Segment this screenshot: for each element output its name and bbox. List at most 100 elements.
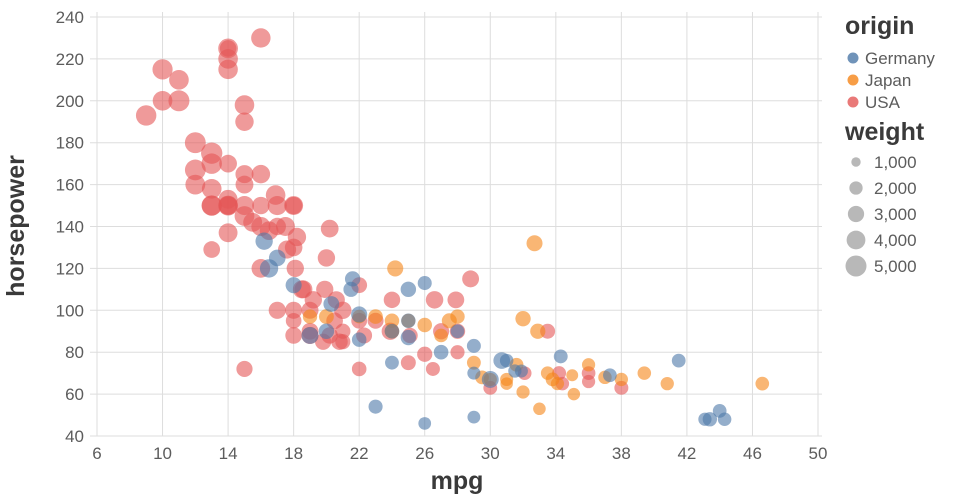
data-point-japan — [516, 385, 530, 399]
legend-weight-item: 3,000 — [847, 205, 917, 224]
data-point-usa — [383, 291, 401, 309]
data-point-germany — [467, 410, 481, 424]
data-point-usa — [317, 249, 336, 267]
data-point-usa — [268, 301, 286, 319]
data-point-germany — [514, 364, 528, 378]
data-point-germany — [400, 329, 417, 346]
data-point-usa — [425, 291, 444, 309]
data-point-japan — [530, 323, 546, 339]
data-point-usa — [169, 70, 189, 90]
legend-weight-label: 5,000 — [874, 257, 917, 276]
data-point-germany — [493, 352, 511, 369]
data-point-usa — [400, 355, 416, 371]
data-point-japan — [540, 366, 555, 380]
y-tick-label: 100 — [56, 301, 84, 320]
legend-color-swatch — [847, 74, 859, 86]
x-tick-label: 18 — [284, 444, 303, 463]
data-point-usa — [265, 185, 286, 205]
data-point-usa — [304, 291, 322, 309]
legend-color-swatch — [847, 52, 859, 64]
legend-size-swatch — [851, 157, 861, 167]
data-point-germany — [351, 332, 367, 347]
y-axis-title: horsepower — [2, 155, 30, 297]
x-tick-label: 6 — [92, 444, 101, 463]
legend-origin-item-japan: Japan — [847, 71, 911, 90]
data-point-germany — [467, 366, 481, 380]
legend-color-swatch — [847, 96, 859, 108]
data-point-usa — [235, 175, 254, 194]
data-point-usa — [201, 195, 222, 216]
data-point-japan — [387, 260, 404, 277]
data-point-germany — [603, 368, 617, 383]
legend-size-swatch — [846, 230, 866, 250]
data-point-japan — [515, 311, 531, 327]
data-point-germany — [671, 353, 686, 368]
y-tick-label: 160 — [56, 176, 84, 195]
data-point-japan — [660, 376, 674, 391]
data-point-japan — [417, 317, 432, 333]
data-point-usa — [287, 227, 307, 247]
legend-weight-item: 1,000 — [851, 153, 917, 172]
x-tick-label: 50 — [809, 444, 828, 463]
data-point-usa — [320, 219, 339, 238]
legend-weight-label: 1,000 — [874, 153, 917, 172]
data-point-usa — [351, 361, 367, 377]
data-point-usa — [168, 90, 190, 112]
data-point-japan — [614, 372, 628, 387]
data-point-japan — [755, 376, 770, 391]
legend-origin-label: Japan — [865, 71, 911, 90]
data-point-germany — [255, 232, 273, 250]
data-point-germany — [351, 306, 368, 323]
data-point-japan — [581, 358, 596, 372]
data-point-germany — [385, 355, 399, 370]
legend-weight-item: 2,000 — [849, 179, 917, 198]
data-point-japan — [368, 309, 383, 324]
data-point-japan — [302, 309, 318, 324]
data-point-germany — [417, 276, 432, 291]
data-point-germany — [318, 323, 335, 339]
legend-weight-title: weight — [844, 118, 925, 146]
points-layer — [135, 28, 770, 430]
data-point-germany — [323, 296, 340, 312]
data-point-usa — [285, 327, 302, 344]
legend: origin Germany Japan USA weight 1,000 2,000… — [844, 12, 935, 277]
data-point-usa — [417, 346, 433, 362]
data-point-usa — [219, 154, 237, 173]
data-point-germany — [553, 349, 568, 364]
data-point-usa — [218, 223, 238, 243]
data-point-japan — [526, 235, 543, 252]
data-point-germany — [702, 412, 718, 427]
data-point-germany — [400, 281, 417, 298]
x-tick-label: 22 — [350, 444, 369, 463]
data-point-japan — [466, 355, 481, 370]
data-point-usa — [219, 40, 237, 57]
y-tick-label: 240 — [56, 8, 84, 27]
legend-size-swatch — [845, 255, 867, 277]
data-point-usa — [284, 196, 304, 216]
data-point-germany — [368, 399, 383, 414]
data-point-usa — [135, 105, 157, 126]
x-tick-label: 30 — [481, 444, 500, 463]
data-point-usa — [285, 301, 303, 319]
data-point-germany — [301, 326, 319, 344]
data-point-usa — [286, 259, 304, 278]
data-point-germany — [285, 277, 302, 294]
legend-weight-label: 4,000 — [874, 231, 917, 250]
data-point-germany — [450, 324, 465, 339]
data-point-usa — [236, 360, 253, 378]
data-point-usa — [235, 112, 254, 131]
legend-origin-label: USA — [865, 93, 901, 112]
y-tick-label: 200 — [56, 92, 84, 111]
data-point-usa — [234, 95, 255, 115]
x-tick-label: 38 — [612, 444, 631, 463]
data-point-japan — [500, 372, 514, 386]
data-point-japan — [566, 369, 579, 382]
data-point-usa — [252, 196, 270, 215]
data-point-usa — [425, 361, 440, 376]
data-point-germany — [268, 249, 286, 267]
data-point-japan — [533, 402, 546, 416]
y-tick-label: 220 — [56, 50, 84, 69]
data-point-usa — [152, 59, 173, 80]
data-point-usa — [251, 28, 271, 48]
